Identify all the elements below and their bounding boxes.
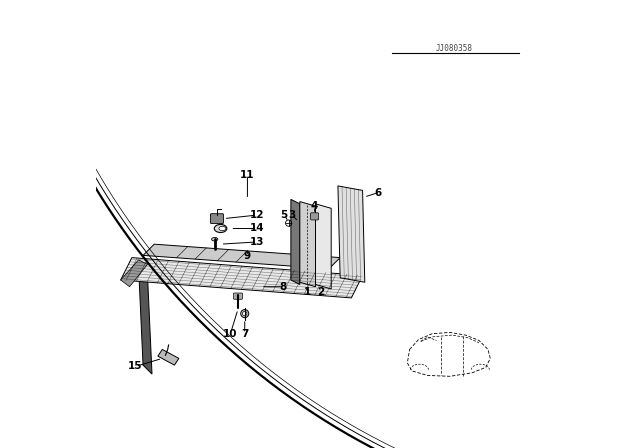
Polygon shape [139, 267, 152, 374]
Polygon shape [158, 349, 179, 365]
FancyBboxPatch shape [310, 213, 319, 220]
Text: 14: 14 [250, 224, 264, 233]
Text: JJ080358: JJ080358 [436, 44, 473, 53]
Polygon shape [302, 246, 320, 255]
FancyBboxPatch shape [234, 293, 243, 299]
Text: 15: 15 [128, 362, 143, 371]
Text: 13: 13 [250, 237, 264, 247]
Text: 6: 6 [374, 188, 382, 198]
Text: 10: 10 [223, 329, 237, 339]
Ellipse shape [241, 310, 249, 318]
Ellipse shape [212, 237, 218, 241]
Polygon shape [338, 186, 365, 282]
Text: 5: 5 [280, 210, 288, 220]
Text: 8: 8 [280, 282, 287, 292]
Text: 9: 9 [244, 251, 251, 261]
Ellipse shape [214, 224, 227, 233]
Text: 11: 11 [240, 170, 255, 180]
Ellipse shape [243, 311, 247, 316]
Polygon shape [143, 244, 340, 269]
Ellipse shape [219, 226, 226, 231]
Text: 1: 1 [304, 287, 311, 297]
Polygon shape [291, 199, 300, 284]
Polygon shape [300, 202, 316, 287]
Polygon shape [316, 204, 332, 289]
Text: 12: 12 [250, 210, 264, 220]
Polygon shape [121, 258, 362, 298]
FancyBboxPatch shape [211, 214, 223, 224]
Polygon shape [121, 260, 148, 287]
Text: 4: 4 [311, 201, 318, 211]
Text: 7: 7 [241, 329, 248, 339]
Text: 2: 2 [317, 287, 324, 297]
Text: 3: 3 [289, 210, 296, 220]
